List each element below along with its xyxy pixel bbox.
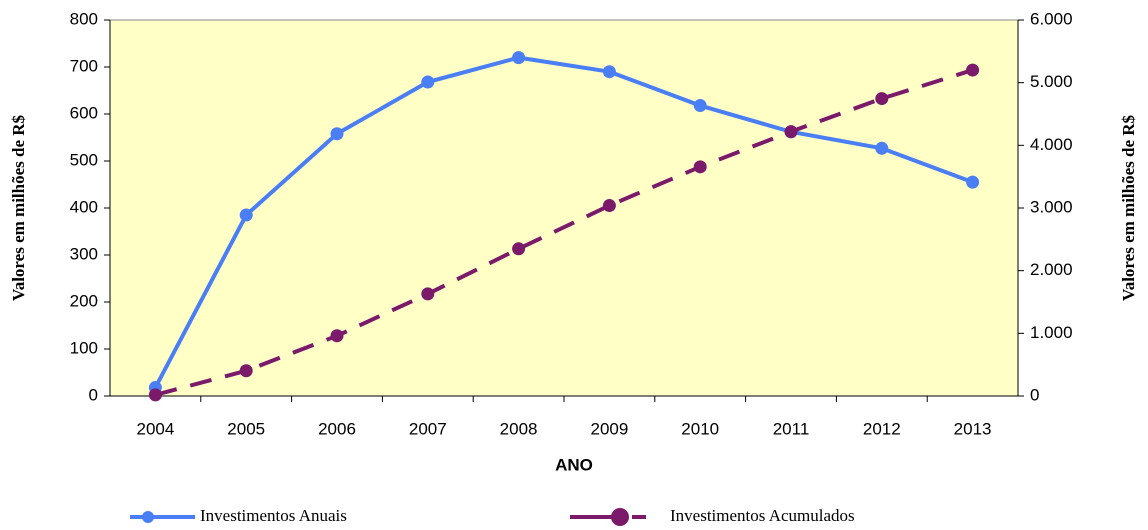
- data-point: [421, 287, 435, 301]
- y-tick-label: 600: [70, 103, 98, 122]
- data-point: [693, 160, 707, 174]
- y-tick-label: 300: [70, 244, 98, 263]
- x-tick-label: 2008: [500, 419, 538, 438]
- x-tick-label: 2010: [681, 419, 719, 438]
- y2-tick-label: 1.000: [1030, 323, 1073, 342]
- data-point: [875, 141, 889, 155]
- data-point: [693, 99, 707, 113]
- y-tick-label: 400: [70, 197, 98, 216]
- y2-tick-label: 6.000: [1030, 9, 1073, 28]
- x-tick-label: 2009: [590, 419, 628, 438]
- data-point: [602, 199, 616, 213]
- data-point: [330, 127, 344, 141]
- y-tick-label: 700: [70, 56, 98, 75]
- y2-tick-label: 0: [1030, 385, 1039, 404]
- data-point: [421, 75, 435, 89]
- y2-tick-label: 3.000: [1030, 197, 1073, 216]
- x-tick-label: 2011: [773, 419, 810, 438]
- data-point: [330, 329, 344, 343]
- data-point: [512, 242, 526, 256]
- legend-label: Investimentos Anuais: [200, 506, 347, 525]
- x-tick-label: 2007: [409, 419, 447, 438]
- y-tick-label: 100: [70, 338, 98, 357]
- data-point: [512, 51, 526, 65]
- x-tick-label: 2005: [227, 419, 265, 438]
- y-tick-label: 0: [89, 385, 98, 404]
- y-axis-label: Valores em milhões de R$: [9, 114, 28, 301]
- y2-tick-label: 4.000: [1030, 135, 1073, 154]
- legend-marker: [611, 508, 629, 526]
- x-tick-label: 2006: [318, 419, 356, 438]
- y-tick-label: 500: [70, 150, 98, 169]
- series-line: [153, 55, 974, 389]
- data-point: [148, 388, 162, 402]
- legend-label: Investimentos Acumulados: [670, 506, 855, 525]
- data-point: [239, 208, 253, 222]
- data-point: [602, 65, 616, 79]
- x-tick-label: 2012: [863, 419, 901, 438]
- y2-axis-label: Valores em milhões de R$: [1119, 114, 1138, 301]
- data-point: [966, 175, 980, 189]
- data-point: [875, 92, 889, 106]
- legend-marker: [142, 511, 154, 523]
- x-axis-label: ANO: [555, 455, 593, 474]
- y2-tick-label: 2.000: [1030, 260, 1073, 279]
- x-tick-label: 2004: [136, 419, 174, 438]
- data-point: [239, 364, 253, 378]
- data-point: [784, 125, 798, 139]
- y-tick-label: 800: [70, 9, 98, 28]
- x-tick-label: 2013: [954, 419, 992, 438]
- y2-tick-label: 5.000: [1030, 72, 1073, 91]
- plot-area: [109, 19, 1019, 397]
- series-line: [154, 68, 974, 397]
- y-tick-label: 200: [70, 291, 98, 310]
- data-point: [966, 63, 980, 77]
